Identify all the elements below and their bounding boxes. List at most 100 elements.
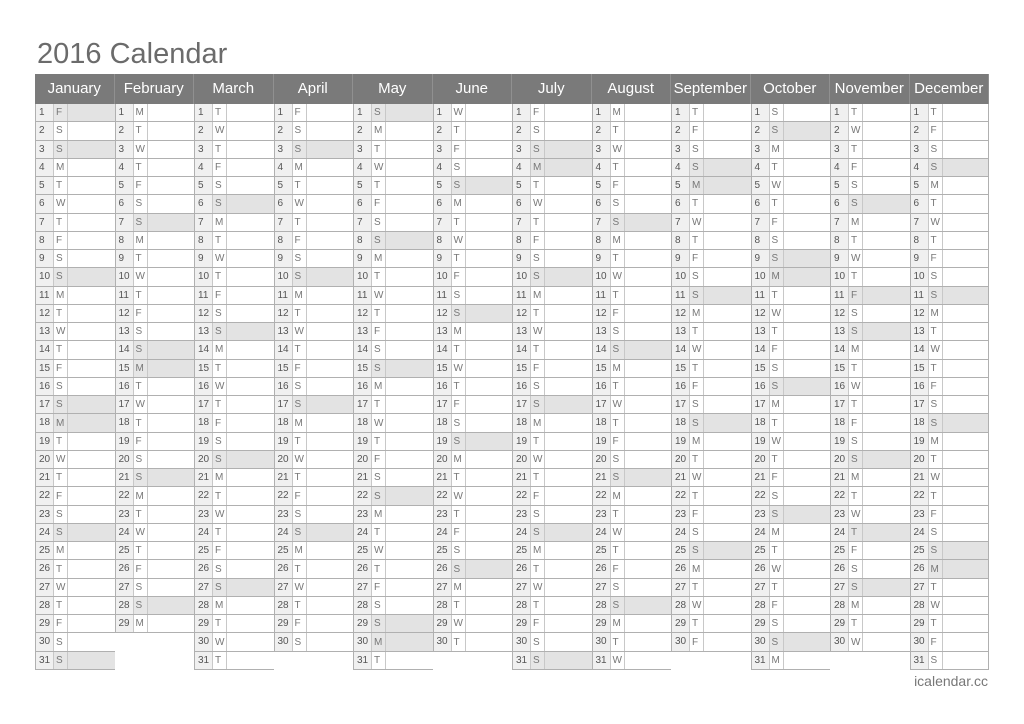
day-row: 19 [671,432,751,451]
weekday-cell [372,450,386,468]
day-row: 20 [432,450,512,469]
note-cell [625,287,672,304]
day-row: 12 [909,304,989,323]
note-cell [863,195,910,213]
note-cell [466,633,513,650]
day-row: 13 [909,323,989,342]
day-number: 11 [831,286,849,304]
day-row: 22 [830,487,910,506]
day-row: 9 [273,250,353,269]
note-cell [545,651,592,669]
weekday-cell [929,140,943,158]
note-cell [307,633,354,650]
day-row: 30 [909,633,989,652]
weekday-cell [54,414,68,432]
weekday-cell [293,323,307,341]
day-number: 31 [592,651,611,669]
note-cell [784,287,831,304]
day-number: 21 [115,469,134,487]
day-number: 11 [433,286,452,304]
day-row: 7 [671,213,751,232]
weekday-cell [452,377,466,395]
day-row: 25 [830,542,910,561]
page-title: 2016 Calendar [37,38,228,70]
note-cell [465,177,512,195]
note-cell [545,250,592,267]
weekday-cell [452,213,466,231]
day-number: 8 [274,231,293,249]
weekday-cell [293,596,307,614]
note-cell [545,177,592,194]
day-number: 9 [672,250,690,268]
day-row: 30 [512,633,592,652]
weekday-cell [213,377,227,395]
note-cell [386,268,433,285]
weekday-cell [611,195,625,213]
note-cell [783,250,830,268]
note-cell [386,341,433,358]
day-number: 26 [831,560,849,578]
note-cell [545,214,592,231]
weekday-cell [531,304,545,322]
note-cell [704,104,751,121]
day-number: 5 [910,177,929,195]
note-cell [466,524,513,541]
weekday-cell [213,177,227,195]
note-cell [227,615,274,632]
day-row: 3 [512,140,592,159]
weekday-cell [452,268,466,286]
day-number: 28 [195,596,213,614]
note-cell [148,487,195,504]
weekday-cell [293,304,307,322]
weekday-cell [293,505,307,523]
day-number: 27 [831,578,849,596]
weekday-cell [611,323,625,341]
day-number: 15 [831,359,849,377]
weekday-cell [531,414,545,432]
day-row: 10 [432,268,512,287]
day-row: 2 [909,122,989,141]
note-cell [466,232,513,249]
day-row: 2 [671,122,751,141]
note-cell [624,469,671,487]
weekday-cell [611,487,625,505]
note-cell [943,250,989,267]
note-cell [386,359,433,377]
day-row: 27 [35,578,115,597]
day-number: 1 [910,104,929,122]
weekday-cell [372,231,386,249]
weekday-cell [690,250,704,268]
day-row: 16 [114,377,194,396]
day-number: 7 [195,213,213,231]
day-number: 28 [274,596,293,614]
day-number: 27 [195,578,213,596]
note-cell [784,323,831,340]
note-cell [942,158,988,176]
note-cell [545,396,592,414]
month-may: May 1 2 3 4 5 6 7 8 9 10 11 12 13 14 15 16 17 18 19 20 21 22 23… [353,74,433,670]
day-row: 5 [830,177,910,196]
weekday-cell [372,615,386,633]
weekday-cell [849,286,863,304]
weekday-cell [690,487,704,505]
weekday-cell [134,231,148,249]
day-number: 22 [751,487,770,505]
day-row: 29 [35,615,115,634]
month-header: May [353,74,433,104]
note-cell [386,615,433,633]
weekday-cell [293,158,307,176]
day-row: 14 [35,341,115,360]
day-number: 27 [513,578,531,596]
day-number: 2 [672,122,690,140]
day-number: 2 [195,122,213,140]
day-row: 20 [671,450,751,469]
day-number: 10 [433,268,452,286]
day-row: 29 [512,615,592,634]
day-row: 28 [750,596,830,615]
day-row: 16 [909,377,989,396]
day-row: 18 [909,414,989,433]
weekday-cell [292,268,307,286]
note-cell [466,214,513,231]
weekday-cell [531,122,545,140]
day-number: 22 [274,487,293,505]
